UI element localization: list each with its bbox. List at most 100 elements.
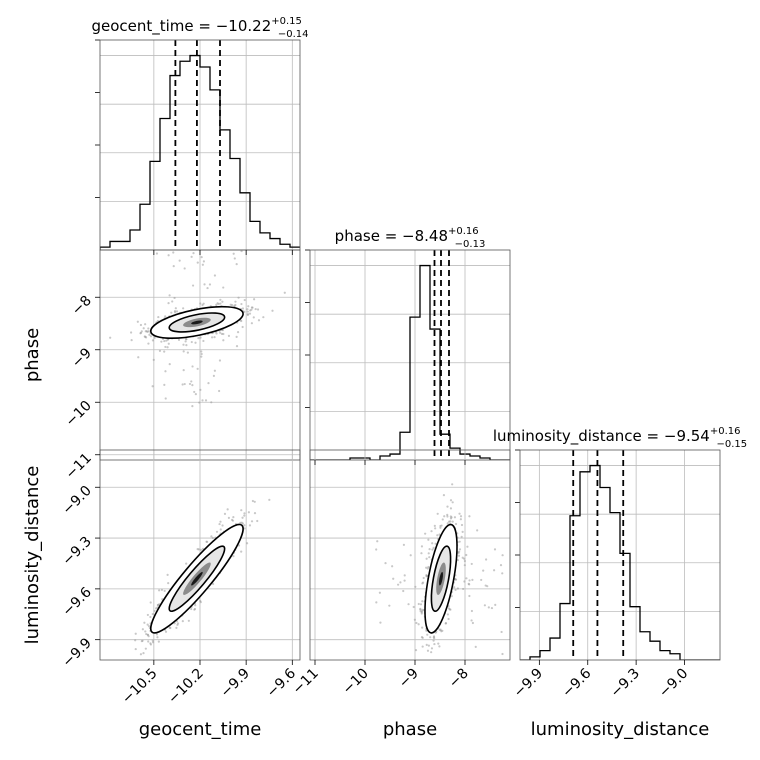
x-tick-label: −10 xyxy=(340,666,372,698)
scatter-point xyxy=(417,661,419,663)
scatter-point xyxy=(407,603,410,606)
scatter-point xyxy=(493,548,497,551)
scatter-point xyxy=(156,603,160,607)
scatter-point xyxy=(493,569,496,572)
scatter-point xyxy=(375,548,378,551)
scatter-point xyxy=(233,257,236,260)
title-sup: +0.15 xyxy=(271,16,302,27)
scatter-point xyxy=(171,300,174,303)
scatter-point xyxy=(163,350,166,353)
title-sup: +0.16 xyxy=(710,426,741,437)
hist-panel-1: phase = −8.48+0.16 −0.13 xyxy=(305,226,511,461)
scatter-point xyxy=(461,530,464,533)
hist-line xyxy=(520,464,720,660)
scatter-point xyxy=(215,303,218,306)
scatter-point xyxy=(139,653,143,656)
scatter-point xyxy=(434,631,437,634)
scatter-point xyxy=(226,508,229,511)
scatter-point xyxy=(430,647,434,650)
scatter-point xyxy=(427,538,430,541)
scatter-point xyxy=(392,577,395,580)
scatter-point xyxy=(453,586,456,589)
scatter-point xyxy=(428,556,431,559)
scatter-point xyxy=(240,302,243,306)
scatter-point xyxy=(172,264,175,268)
scatter-point xyxy=(210,535,213,538)
scatter-point xyxy=(185,562,188,565)
scatter-point xyxy=(145,632,148,636)
scatter-point xyxy=(449,499,453,502)
scatter-point xyxy=(262,316,265,319)
scatter-point xyxy=(206,286,209,290)
scatter-point xyxy=(236,331,240,334)
scatter-point xyxy=(223,512,227,515)
scatter-point xyxy=(460,535,463,538)
scatter-point xyxy=(154,607,158,610)
scatter-point xyxy=(191,405,194,408)
scatter-point xyxy=(201,263,204,266)
scatter-point xyxy=(215,530,219,533)
scatter-point xyxy=(474,645,477,648)
scatter-point xyxy=(454,522,458,526)
scatter-point xyxy=(459,515,463,518)
scatter-point xyxy=(213,274,217,277)
scatter-point xyxy=(439,628,442,631)
scatter-point xyxy=(471,578,474,581)
scatter-point xyxy=(402,589,405,593)
scatter-point xyxy=(157,640,160,643)
y-tick-label: −8 xyxy=(69,293,95,319)
scatter-point xyxy=(230,518,234,521)
scatter-point xyxy=(427,552,430,555)
scatter-point xyxy=(482,569,485,572)
scatter-point xyxy=(240,550,243,553)
scatter-point xyxy=(134,632,137,635)
scatter-point xyxy=(417,602,420,606)
scatter-point xyxy=(446,515,449,518)
scatter-point xyxy=(442,493,446,497)
scatter-point xyxy=(490,606,494,610)
scatter-point xyxy=(184,340,187,343)
scatter-point xyxy=(155,252,159,255)
scatter-point xyxy=(182,350,185,353)
scatter-point xyxy=(243,310,246,313)
title-subscript: −0.15 xyxy=(717,439,748,450)
scatter-point xyxy=(426,633,429,636)
scatter-point xyxy=(213,369,216,372)
panel-title-0: geocent_time = −10.22+0.15 −0.14 xyxy=(91,16,308,40)
panel-frame xyxy=(309,449,511,661)
scatter-point xyxy=(451,501,454,504)
scatter-point xyxy=(155,633,159,636)
scatter-point xyxy=(222,339,225,342)
scatter-point xyxy=(151,612,154,616)
density-panel-0 xyxy=(99,249,301,461)
scatter-point xyxy=(419,603,423,606)
scatter-point xyxy=(208,283,212,286)
scatter-point xyxy=(243,298,246,302)
scatter-point xyxy=(202,339,205,343)
scatter-point xyxy=(153,609,156,613)
scatter-point xyxy=(215,332,218,335)
scatter-point xyxy=(250,520,254,523)
scatter-point xyxy=(147,330,150,333)
density-panel-2 xyxy=(309,449,511,663)
title-subscript: −0.13 xyxy=(455,239,486,250)
contour-level-3 xyxy=(438,571,443,586)
scatter-point xyxy=(485,558,488,561)
scatter-point xyxy=(253,512,257,515)
scatter-point xyxy=(168,294,171,297)
scatter-point xyxy=(463,564,466,567)
scatter-point xyxy=(220,332,224,335)
scatter-point xyxy=(232,555,235,558)
scatter-point xyxy=(219,528,222,531)
scatter-point xyxy=(247,511,250,514)
scatter-point xyxy=(453,516,457,519)
scatter-point xyxy=(250,306,254,309)
scatter-point xyxy=(241,325,244,329)
scatter-point xyxy=(134,639,137,642)
scatter-point xyxy=(471,621,474,625)
x-tick-label: −9.9 xyxy=(511,666,546,701)
scatter-point xyxy=(460,523,464,527)
scatter-point xyxy=(151,385,154,388)
scatter-point xyxy=(241,522,244,525)
